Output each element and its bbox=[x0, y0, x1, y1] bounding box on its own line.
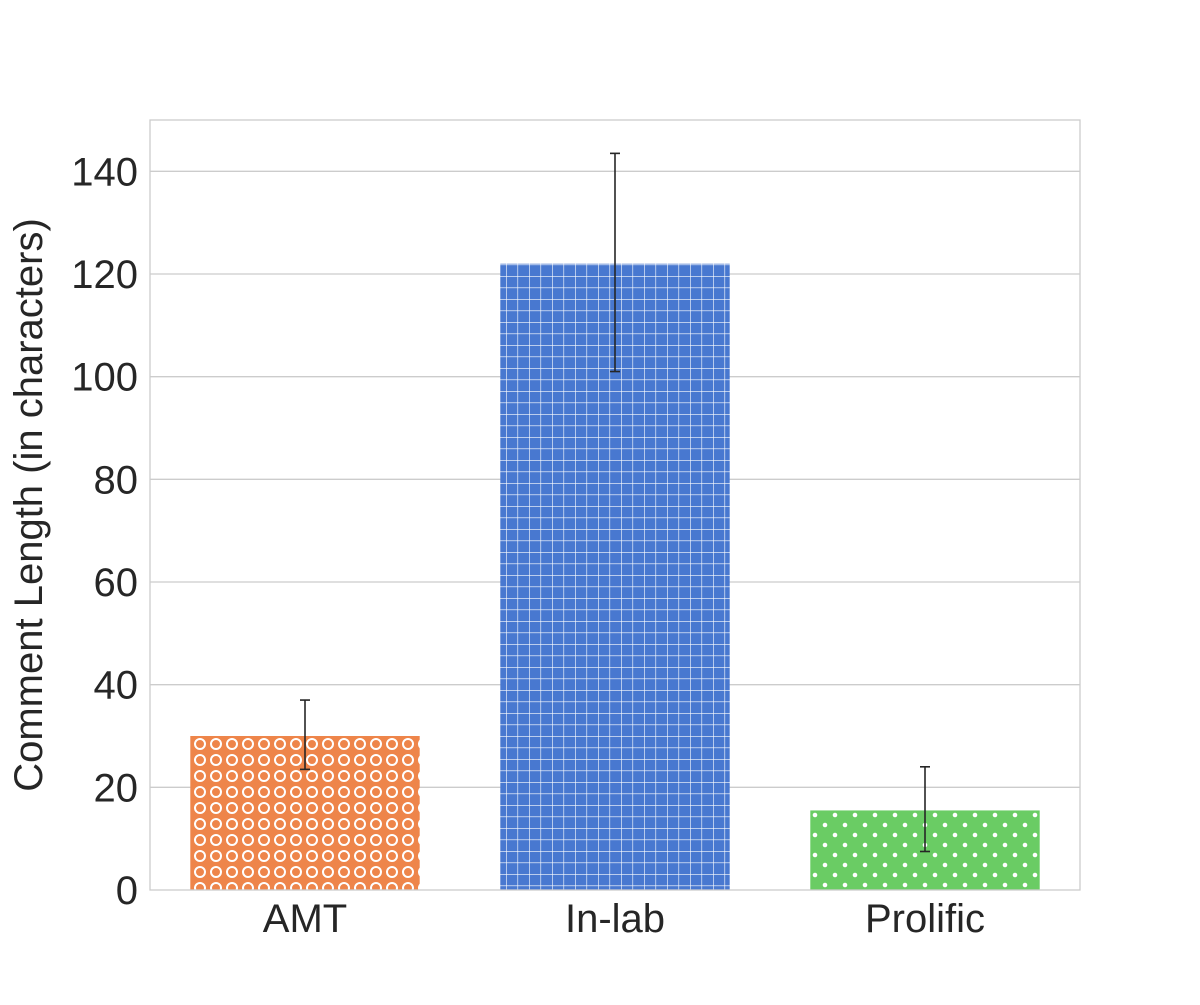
x-tick-label: AMT bbox=[263, 897, 347, 941]
y-tick-label: 20 bbox=[94, 766, 139, 810]
y-tick-label: 120 bbox=[71, 253, 138, 297]
error-bar-prolific bbox=[920, 765, 930, 853]
x-tick-label: In-lab bbox=[565, 897, 665, 941]
y-axis-label: Comment Length (in characters) bbox=[7, 218, 51, 792]
error-bar-in-lab bbox=[610, 152, 620, 373]
x-tick-label: Prolific bbox=[865, 897, 985, 941]
error-bars bbox=[300, 152, 930, 853]
error-bar-amt bbox=[300, 699, 310, 771]
y-tick-labels: 0 20 40 60 80 100 120 140 bbox=[71, 150, 138, 913]
x-tick-labels: AMT In-lab Prolific bbox=[263, 897, 985, 941]
y-tick-label: 0 bbox=[116, 869, 138, 913]
y-tick-label: 100 bbox=[71, 356, 138, 400]
y-tick-label: 140 bbox=[71, 150, 138, 194]
y-tick-label: 80 bbox=[94, 458, 139, 502]
plot-frame bbox=[149, 119, 1081, 891]
y-tick-label: 40 bbox=[94, 664, 139, 708]
y-tick-label: 60 bbox=[94, 561, 139, 605]
